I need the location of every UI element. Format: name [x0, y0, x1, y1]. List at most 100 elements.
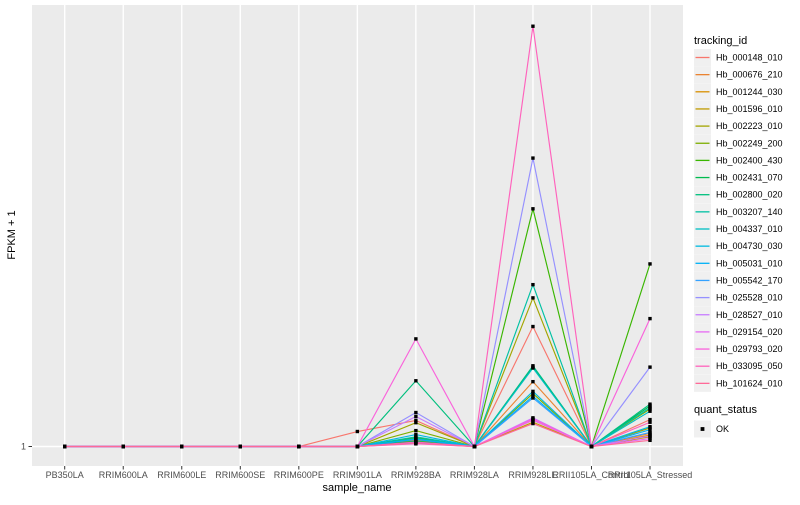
legend-entry-label: Hb_003207_140 [716, 207, 783, 217]
data-point [531, 396, 535, 400]
legend-entry-Hb_101624_010: Hb_101624_010 [694, 374, 783, 392]
legend-entry-label: Hb_004730_030 [716, 241, 783, 251]
x-axis-tick-label: RRIM600LE [157, 470, 206, 480]
data-point [414, 410, 418, 415]
data-point [531, 364, 535, 368]
data-point [648, 428, 652, 432]
data-point [648, 402, 652, 406]
legend-entry-Hb_029793_020: Hb_029793_020 [694, 340, 783, 358]
legend-entry-Hb_005031_010: Hb_005031_010 [694, 254, 783, 272]
data-point [648, 316, 652, 321]
x-axis-tick-label: PB350LA [46, 470, 84, 480]
legend-entry-label: Hb_002431_070 [716, 173, 783, 183]
legend-entry-label: Hb_101624_010 [716, 378, 783, 388]
data-point [414, 379, 418, 383]
legend-entry-label: Hb_002800_020 [716, 190, 783, 200]
legend-entry-Hb_033095_050: Hb_033095_050 [694, 357, 783, 375]
y-axis-title: FPKM + 1 [6, 210, 18, 259]
legend-entry-Hb_002800_020: Hb_002800_020 [694, 186, 783, 204]
legend-entry-Hb_000676_210: Hb_000676_210 [694, 66, 783, 84]
data-point [414, 337, 418, 341]
data-point [531, 421, 535, 426]
legend-entry-Hb_003207_140: Hb_003207_140 [694, 203, 783, 221]
data-point [121, 444, 125, 449]
data-point [414, 428, 418, 433]
data-point [531, 389, 535, 394]
data-point [531, 366, 535, 370]
data-point [648, 365, 652, 369]
x-axis-tick-labels: PB350LA RRIM600LA RRIM600LE RRIM600SE RRIM60… [46, 470, 693, 480]
legend-entry-label: Hb_000676_210 [716, 70, 783, 80]
legend-entry-Hb_001244_030: Hb_001244_030 [694, 83, 783, 101]
data-points [63, 24, 652, 449]
legend-entry-Hb_028527_010: Hb_028527_010 [694, 306, 783, 324]
x-axis-tick-label: RRII105LA_Control [552, 470, 630, 480]
legend-entry-Hb_002400_430: Hb_002400_430 [694, 151, 783, 169]
data-point [414, 435, 418, 439]
legend-title-tracking-id: tracking_id [694, 35, 747, 47]
data-point [414, 420, 418, 425]
legend-entry-Hb_025528_010: Hb_025528_010 [694, 289, 783, 307]
legend-entry-label: OK [716, 424, 729, 434]
x-axis-tick-label: RRIM600PE [274, 470, 324, 480]
data-point [648, 404, 652, 408]
data-point [531, 24, 535, 28]
x-axis-tick-label: RRIM928LE [508, 470, 557, 480]
data-point [414, 414, 418, 419]
data-point [531, 417, 535, 421]
legend-point-swatch [700, 427, 705, 431]
data-point [531, 207, 535, 211]
x-axis-tick-label: RRIM928LA [450, 470, 499, 480]
legend-title-quant-status: quant_status [694, 404, 757, 416]
data-point [648, 434, 652, 438]
data-point [63, 444, 67, 449]
data-point [648, 420, 652, 424]
y-axis-tick-label: 1 [21, 442, 26, 452]
x-axis-tick-label: RRII105LA_Stressed [608, 470, 693, 480]
axis-ticks [28, 446, 651, 470]
legend-entry-label: Hb_029793_020 [716, 344, 783, 354]
data-point [648, 405, 652, 410]
data-point [648, 438, 652, 443]
legend-quant-status: OK [694, 420, 729, 438]
legend-entry-label: Hb_005031_010 [716, 258, 783, 268]
data-point [414, 441, 418, 446]
x-axis-title: sample_name [322, 482, 391, 494]
x-axis-tick-label: RRIM600LA [99, 470, 148, 480]
gridlines [32, 5, 683, 466]
data-point [414, 437, 418, 442]
data-point [531, 394, 535, 398]
data-point [648, 436, 652, 441]
legend-entry-label: Hb_001596_010 [716, 104, 783, 114]
legend-entry-Hb_029154_020: Hb_029154_020 [694, 323, 783, 341]
data-point [648, 424, 652, 429]
data-point [648, 262, 652, 266]
legend-entry-Hb_002431_070: Hb_002431_070 [694, 169, 783, 187]
legend-entry-label: Hb_029154_020 [716, 327, 783, 337]
data-point [589, 444, 594, 449]
legend-entry-label: Hb_025528_010 [716, 293, 783, 303]
data-point [238, 444, 242, 449]
legend-entry-Hb_002249_200: Hb_002249_200 [694, 134, 783, 152]
data-point [472, 444, 477, 449]
data-point [414, 418, 418, 423]
legend-entry-label: Hb_002249_200 [716, 138, 783, 148]
data-point [180, 444, 184, 449]
legend-entry-Hb_005542_170: Hb_005542_170 [694, 271, 783, 289]
data-point [648, 417, 652, 422]
data-point [648, 430, 652, 435]
legend-entry-Hb_004730_030: Hb_004730_030 [694, 237, 783, 255]
x-axis-tick-label: RRIM901LA [333, 470, 382, 480]
data-point [531, 379, 535, 384]
legend-entry-label: Hb_005542_170 [716, 275, 783, 285]
legend-entry-label: Hb_028527_010 [716, 310, 783, 320]
legend-entry-label: Hb_004337_010 [716, 224, 783, 234]
legend-entry-label: Hb_002223_010 [716, 121, 783, 131]
data-point [648, 409, 652, 413]
legend-entry-Hb_000148_010: Hb_000148_010 [694, 49, 783, 66]
data-point [355, 444, 360, 449]
legend-entry-label: Hb_002400_430 [716, 155, 783, 165]
data-point [531, 296, 535, 300]
